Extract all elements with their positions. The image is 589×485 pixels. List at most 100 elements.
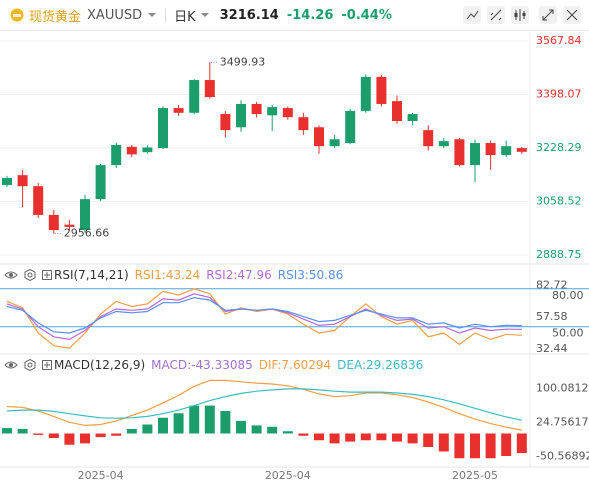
legend-entry: MACD:-43.33085 bbox=[151, 358, 253, 372]
instrument-name[interactable]: 现货黄金 bbox=[29, 9, 82, 25]
candle-body bbox=[438, 141, 449, 147]
candle-body bbox=[376, 76, 387, 104]
histogram-bar bbox=[236, 420, 246, 434]
indicator-line bbox=[6, 288, 522, 349]
reference-label: 50.00 bbox=[552, 327, 584, 340]
candle-body bbox=[64, 224, 75, 227]
candle-body bbox=[282, 108, 293, 118]
histogram-bar bbox=[454, 433, 465, 459]
candle-body bbox=[2, 178, 12, 185]
candle-body bbox=[501, 146, 512, 156]
y-tick-label: 57.58 bbox=[536, 310, 568, 323]
indicator-title[interactable]: RSI(7,14,21) bbox=[54, 268, 129, 282]
legend-entry: DIF:7.60294 bbox=[258, 358, 332, 372]
candle-body bbox=[236, 103, 246, 128]
add-icon[interactable] bbox=[42, 360, 52, 370]
legend-entry: RSI3:50.86 bbox=[277, 268, 344, 282]
histogram-bar bbox=[142, 424, 153, 434]
legend-entry: DEA:29.26836 bbox=[337, 358, 424, 372]
legend-entry: RSI1:43.24 bbox=[134, 268, 201, 282]
histogram-bar bbox=[407, 433, 418, 444]
divider bbox=[165, 8, 167, 22]
candle-body bbox=[173, 108, 184, 113]
candle-body bbox=[220, 114, 231, 131]
indicator-line bbox=[6, 296, 522, 334]
histogram-bar bbox=[501, 433, 512, 456]
candle-body bbox=[95, 165, 106, 200]
histogram-bar bbox=[470, 433, 480, 459]
histogram-bar bbox=[267, 426, 278, 434]
histogram-bar bbox=[80, 433, 90, 444]
period[interactable]: 日K bbox=[174, 9, 196, 25]
histogram-bar bbox=[204, 405, 215, 434]
toolbar: 现货黄金 XAUUSD 日K 3216.14 -14.26 -0.44% bbox=[0, 0, 589, 31]
settings-icon[interactable] bbox=[24, 359, 36, 371]
y-tick-label: 24.75617 bbox=[536, 415, 589, 428]
eye-icon[interactable] bbox=[4, 359, 18, 371]
histogram-bar bbox=[173, 413, 184, 434]
panel: 2888.75 3058.52 3228.29 3398.07 3567.84 3499.… bbox=[0, 34, 582, 261]
reference-label: 80.00 bbox=[552, 289, 584, 302]
histogram-bar bbox=[516, 433, 527, 453]
candle-body bbox=[314, 127, 324, 147]
caret[interactable] bbox=[147, 11, 157, 19]
candle-body bbox=[470, 143, 480, 166]
histogram-bar bbox=[158, 417, 168, 434]
histogram-bar bbox=[220, 411, 231, 434]
candle-body bbox=[48, 214, 59, 231]
candle-body bbox=[126, 146, 137, 155]
candle-body bbox=[360, 76, 371, 111]
tool-icons[interactable] bbox=[463, 5, 583, 25]
gold-icon bbox=[10, 8, 24, 22]
candle-body bbox=[392, 101, 402, 121]
histogram-bar bbox=[95, 433, 106, 438]
rsi-legend: RSI(7,14,21) RSI1:43.24 RSI2:47.96 RSI3:50… bbox=[4, 268, 343, 282]
candle-body bbox=[80, 199, 90, 231]
histogram-bar bbox=[423, 433, 434, 447]
candle-body bbox=[407, 114, 418, 121]
x-tick-label: 2025-04 bbox=[78, 469, 124, 482]
y-tick-label: 3567.84 bbox=[536, 34, 582, 47]
symbol[interactable]: XAUUSD bbox=[87, 7, 143, 23]
x-tick-label: 2025-04 bbox=[265, 469, 311, 482]
settings-icon[interactable] bbox=[24, 269, 36, 281]
histogram-bar bbox=[314, 433, 324, 441]
histogram-bar bbox=[111, 433, 122, 436]
y-tick-label: 3058.52 bbox=[536, 194, 582, 207]
change-percent: -0.44% bbox=[341, 7, 392, 23]
candle-body bbox=[516, 148, 527, 152]
indicator-line bbox=[6, 293, 522, 341]
indicator-line bbox=[6, 379, 522, 431]
eye-icon[interactable] bbox=[4, 269, 18, 281]
histogram-bar bbox=[251, 425, 262, 434]
candle-body bbox=[158, 108, 168, 149]
candle-body bbox=[142, 147, 153, 153]
histogram-bar bbox=[485, 433, 496, 459]
add-icon[interactable] bbox=[42, 270, 52, 280]
legend-entry: RSI2:47.96 bbox=[206, 268, 272, 282]
candle-body bbox=[251, 103, 262, 115]
caret[interactable] bbox=[200, 11, 210, 19]
candle-body bbox=[298, 117, 309, 131]
histogram-bar bbox=[345, 433, 356, 442]
indicator-line bbox=[6, 388, 522, 421]
price: 3216.14 bbox=[219, 7, 279, 23]
candle-body bbox=[454, 139, 465, 166]
y-tick-label: 2888.75 bbox=[536, 248, 582, 261]
candle-body bbox=[267, 107, 278, 116]
candle-body bbox=[17, 175, 28, 187]
extreme-label: 3499.93 bbox=[220, 55, 265, 68]
histogram-bar bbox=[438, 433, 449, 452]
candle-body bbox=[329, 139, 340, 147]
histogram-bar bbox=[189, 405, 200, 434]
indicator-title[interactable]: MACD(12,26,9) bbox=[54, 358, 146, 372]
histogram-bar bbox=[392, 433, 402, 442]
histogram-bar bbox=[17, 429, 28, 434]
histogram-bar bbox=[33, 433, 44, 435]
y-tick-label: -50.56892 bbox=[536, 449, 589, 462]
candle-body bbox=[33, 186, 44, 215]
histogram-bar bbox=[360, 433, 371, 441]
